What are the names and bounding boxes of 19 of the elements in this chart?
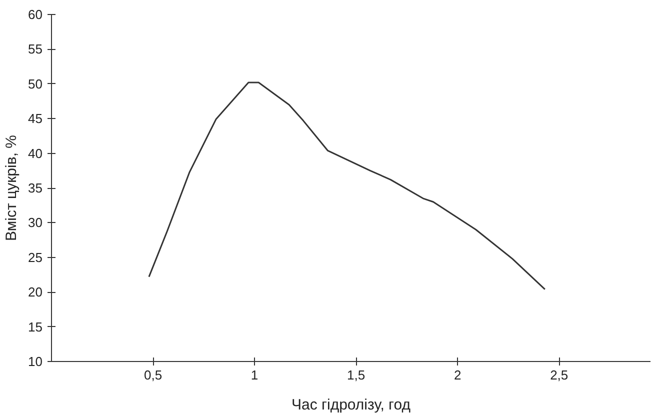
y-tick-label: 60 [28,7,43,22]
y-tick-label: 55 [28,42,43,57]
y-tick-label: 10 [28,354,43,369]
x-tick-label: 0,5 [144,368,162,382]
y-tick-label: 45 [28,111,43,126]
y-tick-label: 30 [28,215,43,230]
y-tick-label: 15 [28,319,43,334]
x-tick-label: 2 [454,368,462,382]
x-tick-label: 1,5 [347,368,366,382]
y-axis-title: Вміст цукрів, % [3,134,20,241]
y-tick-label: 20 [28,284,43,300]
y-tick-label: 25 [28,250,43,265]
x-tick-label: 2,5 [550,368,568,382]
y-tick-label: 50 [28,76,43,92]
x-tick-label: 1 [250,368,258,382]
y-tick-label: 40 [28,146,43,161]
x-axis-title: Час гідролізу, год [292,396,411,414]
line-series [148,82,546,290]
y-tick-label: 35 [28,180,43,196]
